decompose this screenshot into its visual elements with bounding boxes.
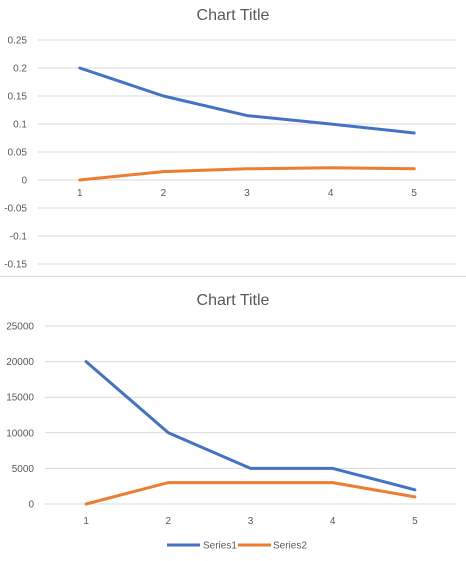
chart-top-x-tick-label: 3 bbox=[244, 188, 250, 199]
chart-top-panel: Chart Title 0.25 0.2 0.15 0.1 0.05 0 -0.05 -0.1 -… bbox=[0, 0, 466, 277]
chart-bottom-y-tick-label: 20000 bbox=[6, 357, 34, 368]
chart-top-x-tick-label: 1 bbox=[77, 188, 83, 199]
chart-bottom-y-tick-label: 25000 bbox=[6, 322, 34, 333]
chart-top-title: Chart Title bbox=[197, 7, 270, 24]
chart-top-y-tick-label: 0.1 bbox=[13, 120, 27, 131]
chart-bottom-y-tick-label: 15000 bbox=[6, 393, 34, 404]
chart-top-y-tick-label: 0.25 bbox=[8, 36, 28, 47]
chart-bottom-title: Chart Title bbox=[197, 292, 270, 309]
chart-top-series2-line bbox=[78, 166, 416, 182]
chart-bottom-x-tick-label: 3 bbox=[248, 516, 254, 527]
chart-top-svg: Chart Title 0.25 0.2 0.15 0.1 0.05 0 -0.05 -0.1 -… bbox=[4, 7, 456, 271]
chart-bottom-y-tick-label: 5000 bbox=[12, 464, 35, 475]
chart-bottom-panel: Chart Title 25000 20000 15000 10000 5000 0 1 2 3 4… bbox=[0, 277, 466, 561]
legend-series1-label: Series1 bbox=[203, 541, 237, 552]
chart-top-x-tick-label: 4 bbox=[328, 188, 334, 199]
chart-top-x-tick-label: 2 bbox=[161, 188, 167, 199]
chart-bottom-svg: Chart Title 25000 20000 15000 10000 5000 0 1 2 3 4… bbox=[6, 292, 456, 552]
chart-bottom-series1-line bbox=[84, 360, 417, 492]
chart-top-y-tick-label: 0.05 bbox=[8, 148, 28, 159]
chart-bottom-y-tick-label: 0 bbox=[28, 500, 34, 511]
chart-top-y-tick-label: -0.05 bbox=[4, 204, 27, 215]
chart-bottom-x-tick-label: 1 bbox=[83, 516, 89, 527]
chart-top-y-tick-label: 0.2 bbox=[13, 64, 27, 75]
chart-bottom-x-tick-label: 4 bbox=[330, 516, 336, 527]
chart-top-series1-line bbox=[78, 66, 416, 135]
legend-series2-label: Series2 bbox=[273, 541, 307, 552]
chart-top-y-tick-label: 0 bbox=[21, 176, 27, 187]
chart-bottom-x-tick-label: 5 bbox=[412, 516, 418, 527]
chart-top-x-tick-label: 5 bbox=[411, 188, 417, 199]
chart-top-y-tick-label: -0.15 bbox=[4, 260, 27, 271]
chart-bottom-series2-line bbox=[84, 481, 417, 506]
chart-bottom-y-tick-label: 10000 bbox=[6, 428, 34, 439]
chart-top-y-tick-label: 0.15 bbox=[8, 92, 28, 103]
chart-top-y-tick-label: -0.1 bbox=[10, 232, 28, 243]
chart-bottom-x-tick-label: 2 bbox=[166, 516, 172, 527]
